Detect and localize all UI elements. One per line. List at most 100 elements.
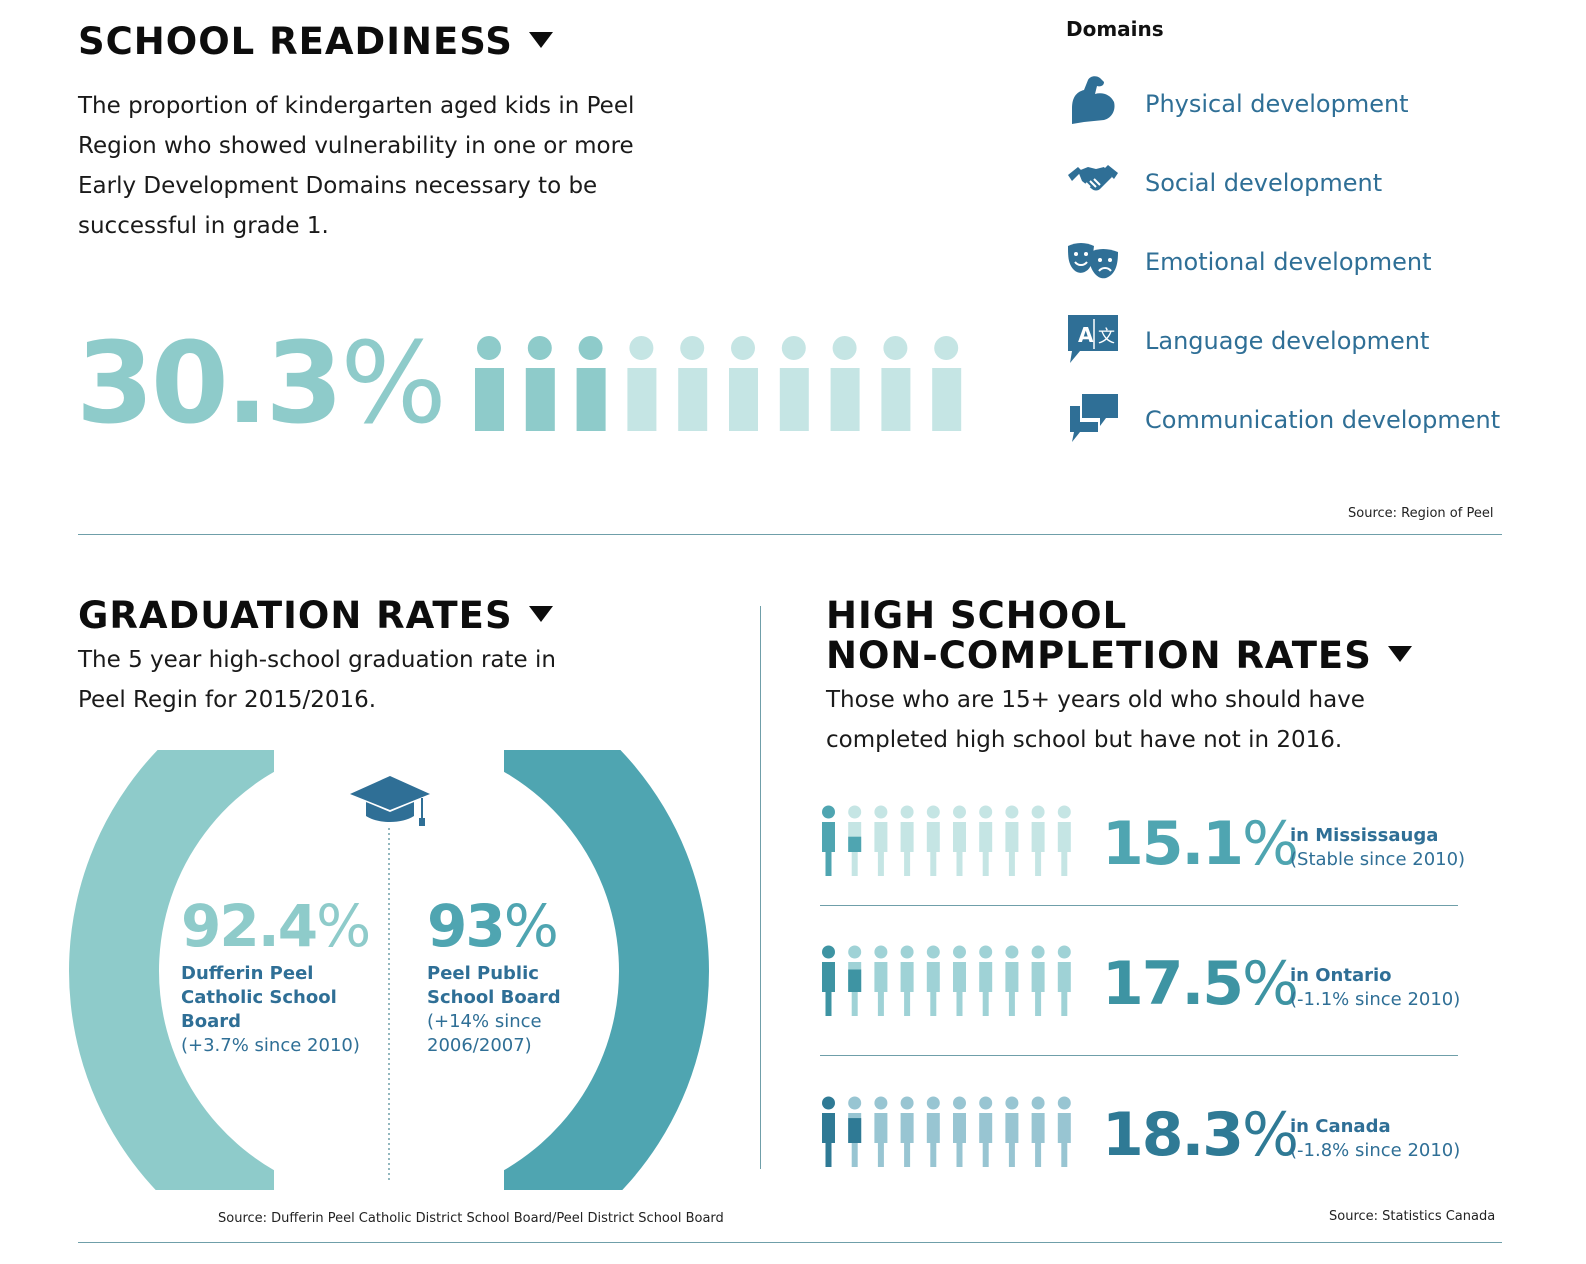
person-figure-icon	[953, 945, 966, 1016]
percent-symbol: %	[340, 319, 446, 449]
person-figure-icon	[1057, 805, 1071, 876]
non-completion-description: Those who are 15+ years old who should h…	[826, 687, 1365, 753]
person-figure-icon	[779, 336, 809, 431]
non-completion-row: 18.3% in Canada (-1.8% since 2010)	[816, 1091, 1516, 1177]
donut-left	[69, 750, 274, 1190]
person-figure-icon	[900, 805, 914, 876]
dropdown-arrow-icon[interactable]	[528, 31, 553, 48]
person-figure-icon	[874, 805, 888, 876]
person-figure-icon	[926, 805, 940, 876]
graduation-source: Source: Dufferin Peel Catholic District …	[218, 1211, 724, 1226]
person-figure-icon	[953, 1096, 966, 1167]
non-completion-label: in Ontario (-1.1% since 2010)	[1290, 964, 1460, 1012]
person-figure-icon	[926, 945, 940, 1016]
donut-right	[437, 750, 709, 1190]
person-figure-icon	[848, 945, 862, 1016]
dropdown-arrow-icon[interactable]	[1387, 645, 1412, 662]
grad-right-value: 93%	[427, 896, 561, 956]
person-figure-icon	[822, 1096, 835, 1167]
person-figure-icon	[1057, 945, 1071, 1016]
percent-symbol: %	[1242, 949, 1299, 1019]
person-figure-icon	[1031, 945, 1045, 1016]
school-readiness-value: 30.3%	[76, 328, 447, 440]
person-figure-icon	[1031, 805, 1045, 876]
domain-item-emotional: Emotional development	[1066, 232, 1546, 292]
non-completion-rows: 15.1% in Mississauga (Stable since 2010)…	[816, 800, 1516, 1180]
person-figure-icon	[1005, 805, 1019, 876]
percent-symbol: %	[316, 892, 371, 960]
flexed-arm-icon	[1072, 76, 1115, 124]
non-completion-value: 15.1%	[1102, 814, 1299, 874]
donut-right-track-arc	[437, 750, 514, 759]
person-figure-icon	[900, 1096, 914, 1167]
person-figure-icon	[1005, 945, 1019, 1016]
domain-label: Social development	[1145, 169, 1383, 197]
person-figure-icon	[874, 945, 888, 1016]
grad-right-number: 93	[427, 892, 506, 960]
translate-icon: A 文	[1068, 315, 1118, 363]
person-figure-icon	[822, 945, 835, 1016]
donut-right-value-arc	[504, 750, 709, 1190]
theater-masks-icon	[1068, 243, 1118, 279]
school-readiness-description: The proportion of kindergarten aged kids…	[78, 93, 635, 239]
non-completion-label: in Canada (-1.8% since 2010)	[1290, 1115, 1460, 1163]
non-completion-value: 18.3%	[1102, 1105, 1299, 1165]
non-completion-row: 17.5% in Ontario (-1.1% since 2010)	[816, 940, 1516, 1026]
change-label: (-1.8% since 2010)	[1290, 1140, 1461, 1161]
bottom-divider	[78, 1242, 1502, 1243]
grad-left-name: Dufferin Peel	[181, 963, 314, 984]
grad-right-name: School Board	[427, 987, 561, 1008]
non-completion-number: 17.5	[1102, 949, 1244, 1019]
domain-item-social: Social development	[1066, 153, 1546, 213]
figure-row	[822, 945, 1071, 1016]
domain-label: Communication development	[1145, 406, 1501, 434]
place-label: in Mississauga	[1290, 825, 1439, 846]
person-figure-icon	[932, 336, 962, 431]
graduation-title: GRADUATION RATES	[78, 596, 553, 636]
person-figure-icon	[848, 805, 862, 876]
graduation-description: The 5 year high-school graduation rate i…	[78, 647, 556, 713]
school-readiness-number: 30.3	[76, 319, 343, 449]
row-divider	[820, 1055, 1458, 1056]
grad-left-stats: 92.4% Dufferin Peel Catholic School Boar…	[181, 896, 371, 1058]
readiness-figure-row	[475, 336, 962, 431]
person-figure-icon	[576, 336, 606, 431]
donut-left-value-arc	[69, 750, 274, 1190]
svg-text:A: A	[1078, 323, 1094, 347]
non-completion-title: HIGH SCHOOL NON-COMPLETION RATES	[826, 596, 1412, 676]
grad-left-change: (+3.7% since 2010)	[181, 1035, 360, 1056]
figure-row	[822, 805, 1071, 876]
person-figure-icon	[1031, 1096, 1045, 1167]
dropdown-arrow-icon[interactable]	[528, 605, 553, 622]
readiness-source: Source: Region of Peel	[1348, 506, 1494, 521]
person-figure-icon	[729, 336, 758, 431]
non-completion-row: 15.1% in Mississauga (Stable since 2010)	[816, 800, 1516, 886]
percent-symbol: %	[503, 892, 559, 960]
change-label: (-1.1% since 2010)	[1290, 989, 1461, 1010]
place-label: in Canada	[1290, 1116, 1391, 1137]
non-completion-value: 17.5%	[1102, 954, 1299, 1014]
svg-text:文: 文	[1098, 327, 1115, 347]
non-completion-label: in Mississauga (Stable since 2010)	[1290, 824, 1465, 872]
graduation-title-text: GRADUATION RATES	[78, 594, 513, 637]
person-figure-icon	[627, 336, 657, 431]
person-figure-icon	[979, 945, 993, 1016]
person-figure-icon	[953, 805, 966, 876]
person-figure-icon	[1005, 1096, 1019, 1167]
handshake-icon	[1068, 165, 1118, 191]
person-figure-icon	[822, 805, 835, 876]
grad-right-label: Peel Public School Board (+14% since 200…	[427, 962, 561, 1058]
section-divider	[78, 534, 1502, 535]
person-figure-icon	[475, 336, 504, 431]
grad-right-change: 2006/2007)	[427, 1035, 532, 1056]
domain-item-communication: Communication development	[1066, 390, 1546, 450]
grad-left-label: Dufferin Peel Catholic School Board (+3.…	[181, 962, 369, 1058]
place-label: in Ontario	[1290, 965, 1392, 986]
grad-left-name: Board	[181, 1011, 241, 1032]
school-readiness-title-text: SCHOOL READINESS	[78, 20, 513, 63]
grad-right-name: Peel Public	[427, 963, 539, 984]
school-readiness-title: SCHOOL READINESS	[78, 22, 553, 62]
percent-symbol: %	[1242, 1100, 1299, 1170]
non-completion-source: Source: Statistics Canada	[1329, 1209, 1496, 1224]
domain-item-language: A 文 Language development	[1066, 311, 1546, 371]
